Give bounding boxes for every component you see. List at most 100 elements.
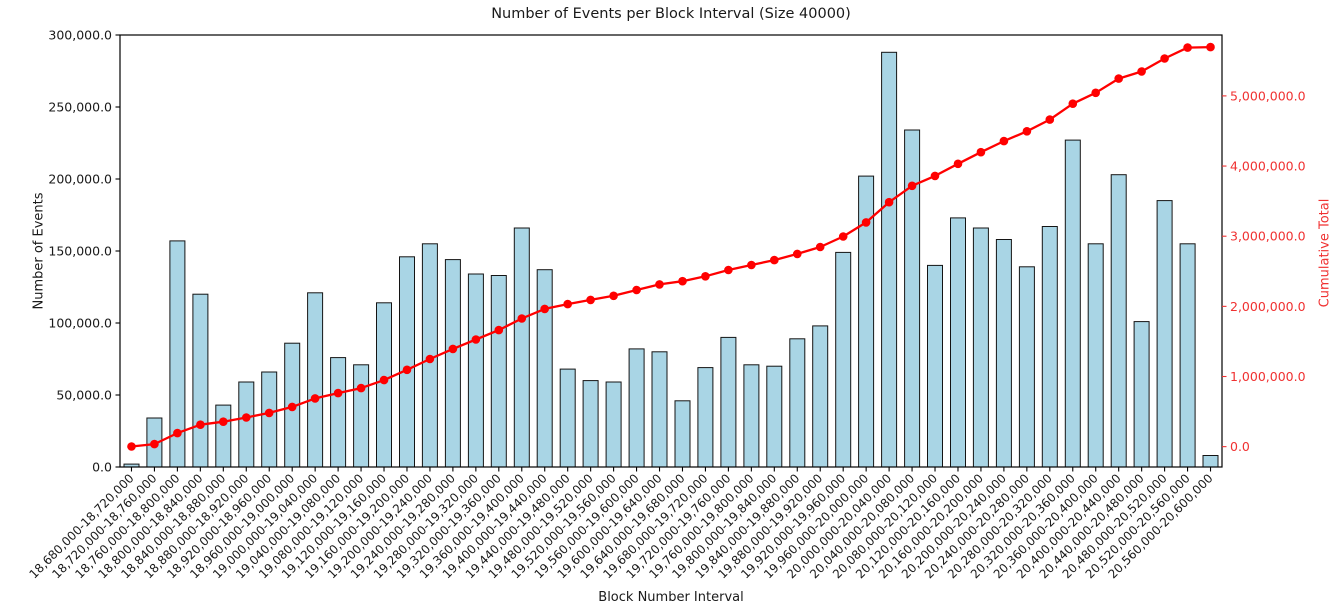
bar bbox=[467, 273, 484, 468]
cumulative-point bbox=[517, 314, 527, 323]
cumulative-point bbox=[632, 285, 641, 295]
left-axis-tick-label: 100,000.0 bbox=[48, 316, 112, 331]
cumulative-point bbox=[356, 383, 366, 393]
left-axis-tick-label: 50,000.0 bbox=[56, 388, 112, 403]
cumulative-point bbox=[150, 439, 159, 449]
cumulative-point bbox=[861, 218, 871, 227]
bar bbox=[1087, 243, 1104, 468]
x-axis-title: Block Number Interval bbox=[598, 590, 744, 605]
bar bbox=[1202, 455, 1219, 468]
cumulative-point bbox=[701, 272, 710, 281]
cumulative-point bbox=[494, 325, 504, 335]
bar bbox=[399, 256, 415, 468]
bar bbox=[490, 275, 507, 468]
cumulative-point bbox=[425, 354, 435, 364]
cumulative-point bbox=[724, 265, 733, 275]
cumulative-point bbox=[127, 442, 136, 451]
bar bbox=[192, 293, 209, 468]
cumulative-point bbox=[609, 291, 618, 301]
cumulative-point bbox=[815, 242, 825, 252]
cumulative-point bbox=[930, 171, 940, 181]
right-axis-tick-label: 2,000,000.0 bbox=[1230, 299, 1306, 314]
cumulative-point bbox=[976, 147, 986, 157]
cumulative-point bbox=[448, 344, 458, 354]
cumulative-point bbox=[402, 365, 412, 375]
cumulative-point bbox=[884, 197, 894, 207]
bar bbox=[720, 336, 737, 468]
cumulative-point bbox=[838, 232, 848, 241]
bar bbox=[1179, 243, 1196, 468]
bar bbox=[766, 365, 783, 468]
cumulative-point bbox=[310, 394, 320, 403]
right-axis-tick-label: 1,000,000.0 bbox=[1230, 369, 1306, 384]
bar bbox=[835, 251, 852, 468]
bar bbox=[238, 381, 255, 468]
right-axis-tick-label: 4,000,000.0 bbox=[1230, 159, 1306, 174]
bar bbox=[582, 380, 599, 468]
left-axis-tick-label: 200,000.0 bbox=[48, 172, 112, 187]
cumulative-point bbox=[793, 249, 802, 259]
bar bbox=[674, 400, 691, 468]
bar bbox=[444, 259, 461, 468]
cumulative-point bbox=[471, 335, 481, 344]
cumulative-point bbox=[1045, 115, 1055, 124]
chart-title: Number of Events per Block Interval (Siz… bbox=[491, 6, 851, 22]
bar bbox=[1018, 266, 1035, 468]
bar bbox=[1156, 200, 1173, 468]
cumulative-point bbox=[242, 413, 251, 422]
bar bbox=[812, 325, 829, 468]
right-axis-tick-label: 0.0 bbox=[1230, 439, 1250, 454]
cumulative-point bbox=[1022, 127, 1032, 136]
bar bbox=[904, 129, 921, 468]
cumulative-point bbox=[563, 299, 572, 309]
bar bbox=[215, 404, 232, 468]
right-axis-tick-label: 3,000,000.0 bbox=[1230, 229, 1306, 244]
cumulative-point bbox=[747, 260, 756, 270]
cumulative-point bbox=[999, 136, 1009, 146]
bar bbox=[881, 51, 898, 468]
bar bbox=[353, 364, 370, 468]
cumulative-point bbox=[770, 255, 779, 265]
cumulative-point bbox=[173, 428, 182, 438]
bar bbox=[330, 357, 347, 468]
bar bbox=[789, 338, 806, 468]
left-axis-tick-label: 150,000.0 bbox=[48, 244, 112, 259]
cumulative-point bbox=[1068, 99, 1078, 108]
bar bbox=[972, 227, 989, 468]
bar bbox=[995, 239, 1012, 468]
bar bbox=[261, 371, 278, 468]
bar bbox=[307, 292, 324, 468]
cumulative-point bbox=[287, 402, 297, 412]
cumulative-point bbox=[953, 159, 963, 169]
cumulative-point bbox=[655, 280, 664, 289]
bar bbox=[1110, 174, 1127, 468]
bar bbox=[628, 348, 645, 468]
left-y-axis-title: Number of Events bbox=[31, 192, 47, 310]
cumulative-point bbox=[907, 181, 917, 191]
left-axis-tick-label: 300,000.0 bbox=[48, 28, 112, 43]
cumulative-point bbox=[196, 420, 205, 430]
bar bbox=[927, 264, 943, 468]
cumulative-point bbox=[379, 375, 389, 385]
cumulative-point bbox=[540, 304, 549, 314]
left-axis-tick-label: 250,000.0 bbox=[48, 100, 112, 115]
right-axis-tick-label: 5,000,000.0 bbox=[1230, 88, 1306, 103]
cumulative-point bbox=[1091, 88, 1100, 98]
bar bbox=[1133, 321, 1150, 468]
left-axis-tick-label: 0.0 bbox=[92, 460, 112, 475]
right-y-axis-title: Cumulative Total bbox=[1317, 198, 1333, 308]
bar bbox=[559, 368, 576, 468]
cumulative-point bbox=[586, 295, 595, 305]
bar bbox=[1064, 139, 1081, 468]
cumulative-point bbox=[1114, 74, 1123, 83]
cumulative-point bbox=[1206, 42, 1215, 52]
cumulative-point bbox=[264, 408, 274, 418]
bar bbox=[743, 364, 760, 468]
cumulative-point bbox=[333, 388, 343, 398]
cumulative-point bbox=[219, 417, 228, 427]
bar bbox=[651, 351, 668, 468]
cumulative-point bbox=[678, 276, 687, 286]
bar bbox=[376, 302, 392, 468]
